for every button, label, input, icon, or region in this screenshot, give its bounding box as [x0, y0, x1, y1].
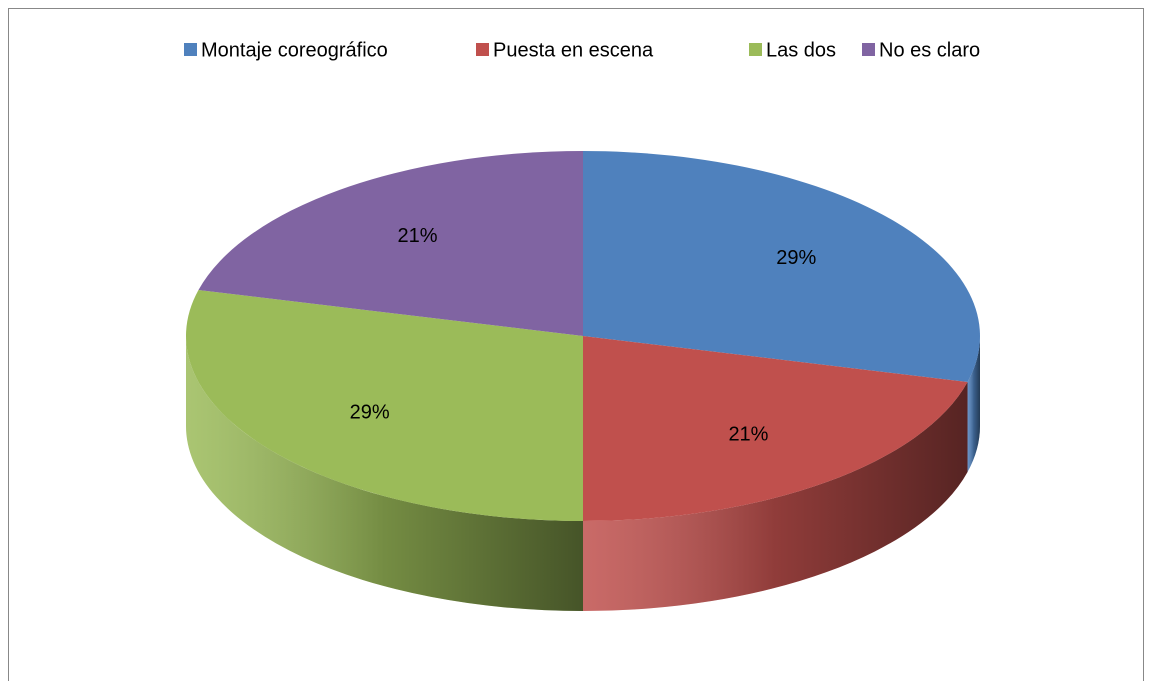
legend-label: Puesta en escena: [493, 39, 654, 61]
legend-swatch: [749, 43, 762, 56]
slice-side-shade: [967, 336, 980, 473]
data-label: 29%: [350, 401, 390, 423]
data-label: 21%: [728, 424, 768, 446]
legend-swatch: [476, 43, 489, 56]
data-label: 29%: [776, 247, 816, 269]
legend-label: Las dos: [766, 39, 836, 61]
pie-slice: [185, 289, 584, 521]
legend-label: No es claro: [879, 39, 980, 61]
slice-side-shade: [583, 382, 968, 611]
legend-swatch: [184, 43, 197, 56]
pie-slice: [583, 336, 968, 521]
pie-slice: [198, 151, 584, 336]
slice-side-shade: [186, 336, 583, 611]
pie-slice: [583, 151, 980, 383]
legend-swatch: [862, 43, 875, 56]
legend-label: Montaje coreográfico: [201, 39, 388, 61]
data-label: 21%: [398, 225, 438, 247]
